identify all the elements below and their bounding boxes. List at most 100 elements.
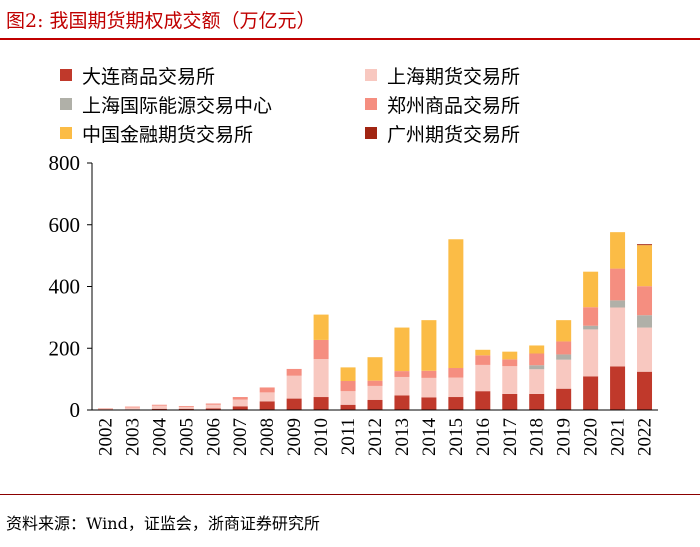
- bar-segment: [151, 408, 167, 410]
- bar-segment: [448, 368, 464, 378]
- bar-segment: [610, 232, 626, 269]
- legend-item-dce: 大连商品交易所: [60, 62, 215, 88]
- bar-segment: [124, 407, 140, 410]
- x-tick-label: 2010: [311, 418, 332, 456]
- title-divider: [0, 38, 700, 40]
- chart-title: 图2: 我国期货期权成交额（万亿元）: [6, 10, 316, 32]
- bar-segment: [475, 364, 491, 392]
- bar-segment: [502, 366, 518, 394]
- x-tick-label: 2016: [473, 418, 494, 456]
- legend-swatch: [60, 127, 72, 139]
- x-tick-label: 2009: [284, 418, 305, 456]
- x-tick-label: 2015: [446, 418, 467, 456]
- bar-segment: [124, 406, 140, 408]
- bar-segment: [259, 401, 275, 410]
- bar-segment: [502, 393, 518, 410]
- x-tick-label: 2019: [554, 418, 575, 456]
- bar-segment: [151, 405, 167, 409]
- legend-label: 上海期货交易所: [387, 65, 521, 88]
- bar-segment: [178, 408, 194, 410]
- legend-item-cffex: 中国金融期货交易所: [60, 120, 253, 146]
- bar-segment: [205, 404, 221, 409]
- bar-segment: [583, 307, 599, 326]
- bar-segment: [367, 380, 383, 386]
- bar-segment: [556, 388, 572, 410]
- legend-label: 大连商品交易所: [82, 65, 216, 88]
- x-tick-label: 2008: [257, 418, 278, 456]
- bar-segment: [151, 404, 167, 406]
- bar-segment: [556, 359, 572, 389]
- bar-segment: [637, 244, 653, 246]
- bar-segment: [583, 329, 599, 377]
- x-tick-label: 2014: [419, 418, 440, 457]
- bar-segment: [637, 286, 653, 316]
- source-divider: [0, 494, 700, 495]
- bar-segment: [529, 365, 545, 370]
- bar-segment: [475, 355, 491, 365]
- x-tick-label: 2017: [500, 418, 521, 456]
- bar-segment: [556, 354, 572, 360]
- legend-label: 郑州商品交易所: [387, 94, 521, 117]
- x-tick-label: 2006: [203, 418, 224, 456]
- bar-segment: [259, 392, 275, 402]
- bar-segment: [313, 359, 329, 398]
- bar-segment: [232, 406, 248, 410]
- y-tick-label: 400: [49, 275, 81, 299]
- legend-swatch: [365, 69, 377, 81]
- x-tick-label: 2022: [635, 418, 656, 456]
- x-tick-label: 2003: [122, 418, 143, 456]
- bar-segment: [367, 399, 383, 410]
- source-note: 资料来源：Wind，证监会，浙商证券研究所: [6, 514, 320, 533]
- bar-segment: [637, 315, 653, 328]
- bar-segment: [583, 376, 599, 410]
- bar-segment: [340, 391, 356, 405]
- bar-segment: [502, 359, 518, 367]
- legend-label: 中国金融期货交易所: [82, 123, 254, 146]
- bar-segment: [367, 357, 383, 381]
- legend-item-shfe: 上海期货交易所: [365, 62, 520, 88]
- bar-segment: [637, 371, 653, 410]
- bar-segment: [556, 341, 572, 355]
- bar-segment: [205, 403, 221, 405]
- bar-segment: [394, 376, 410, 396]
- bar-segment: [448, 239, 464, 369]
- y-tick-label: 200: [49, 336, 81, 360]
- bar-segment: [529, 369, 545, 394]
- x-tick-label: 2021: [608, 418, 629, 456]
- bar-segment: [421, 397, 437, 410]
- bar-segment: [232, 397, 248, 400]
- bar-segment: [637, 327, 653, 372]
- bar-segment: [97, 408, 113, 410]
- bar-segment: [313, 339, 329, 360]
- bar-segment: [259, 387, 275, 393]
- x-tick-label: 2018: [527, 418, 548, 456]
- legend-item-ine: 上海国际能源交易中心: [60, 91, 272, 117]
- x-tick-label: 2020: [581, 418, 602, 456]
- bar-segment: [286, 375, 302, 399]
- x-tick-label: 2002: [95, 418, 116, 456]
- bar-segment: [340, 367, 356, 381]
- x-tick-label: 2011: [338, 418, 359, 455]
- legend-swatch: [365, 127, 377, 139]
- bar-segment: [178, 406, 194, 409]
- legend-item-czce: 郑州商品交易所: [365, 91, 520, 117]
- bar-segment: [529, 353, 545, 366]
- bar-segment: [448, 397, 464, 410]
- bar-segment: [448, 377, 464, 398]
- bar-segment: [610, 300, 626, 308]
- bar-segment: [556, 320, 572, 342]
- bar-segment: [286, 368, 302, 376]
- bar-segment: [475, 391, 491, 410]
- bar-segment: [529, 345, 545, 354]
- bar-segment: [205, 408, 221, 410]
- x-tick-label: 2005: [176, 418, 197, 456]
- bar-segment: [502, 351, 518, 360]
- bar-segment: [637, 245, 653, 287]
- bar-segment: [610, 307, 626, 367]
- bar-segment: [286, 398, 302, 410]
- bar-segment: [313, 397, 329, 410]
- bar-segment: [421, 377, 437, 398]
- x-tick-label: 2013: [392, 418, 413, 456]
- bar-segment: [475, 349, 491, 356]
- bar-segment: [583, 325, 599, 330]
